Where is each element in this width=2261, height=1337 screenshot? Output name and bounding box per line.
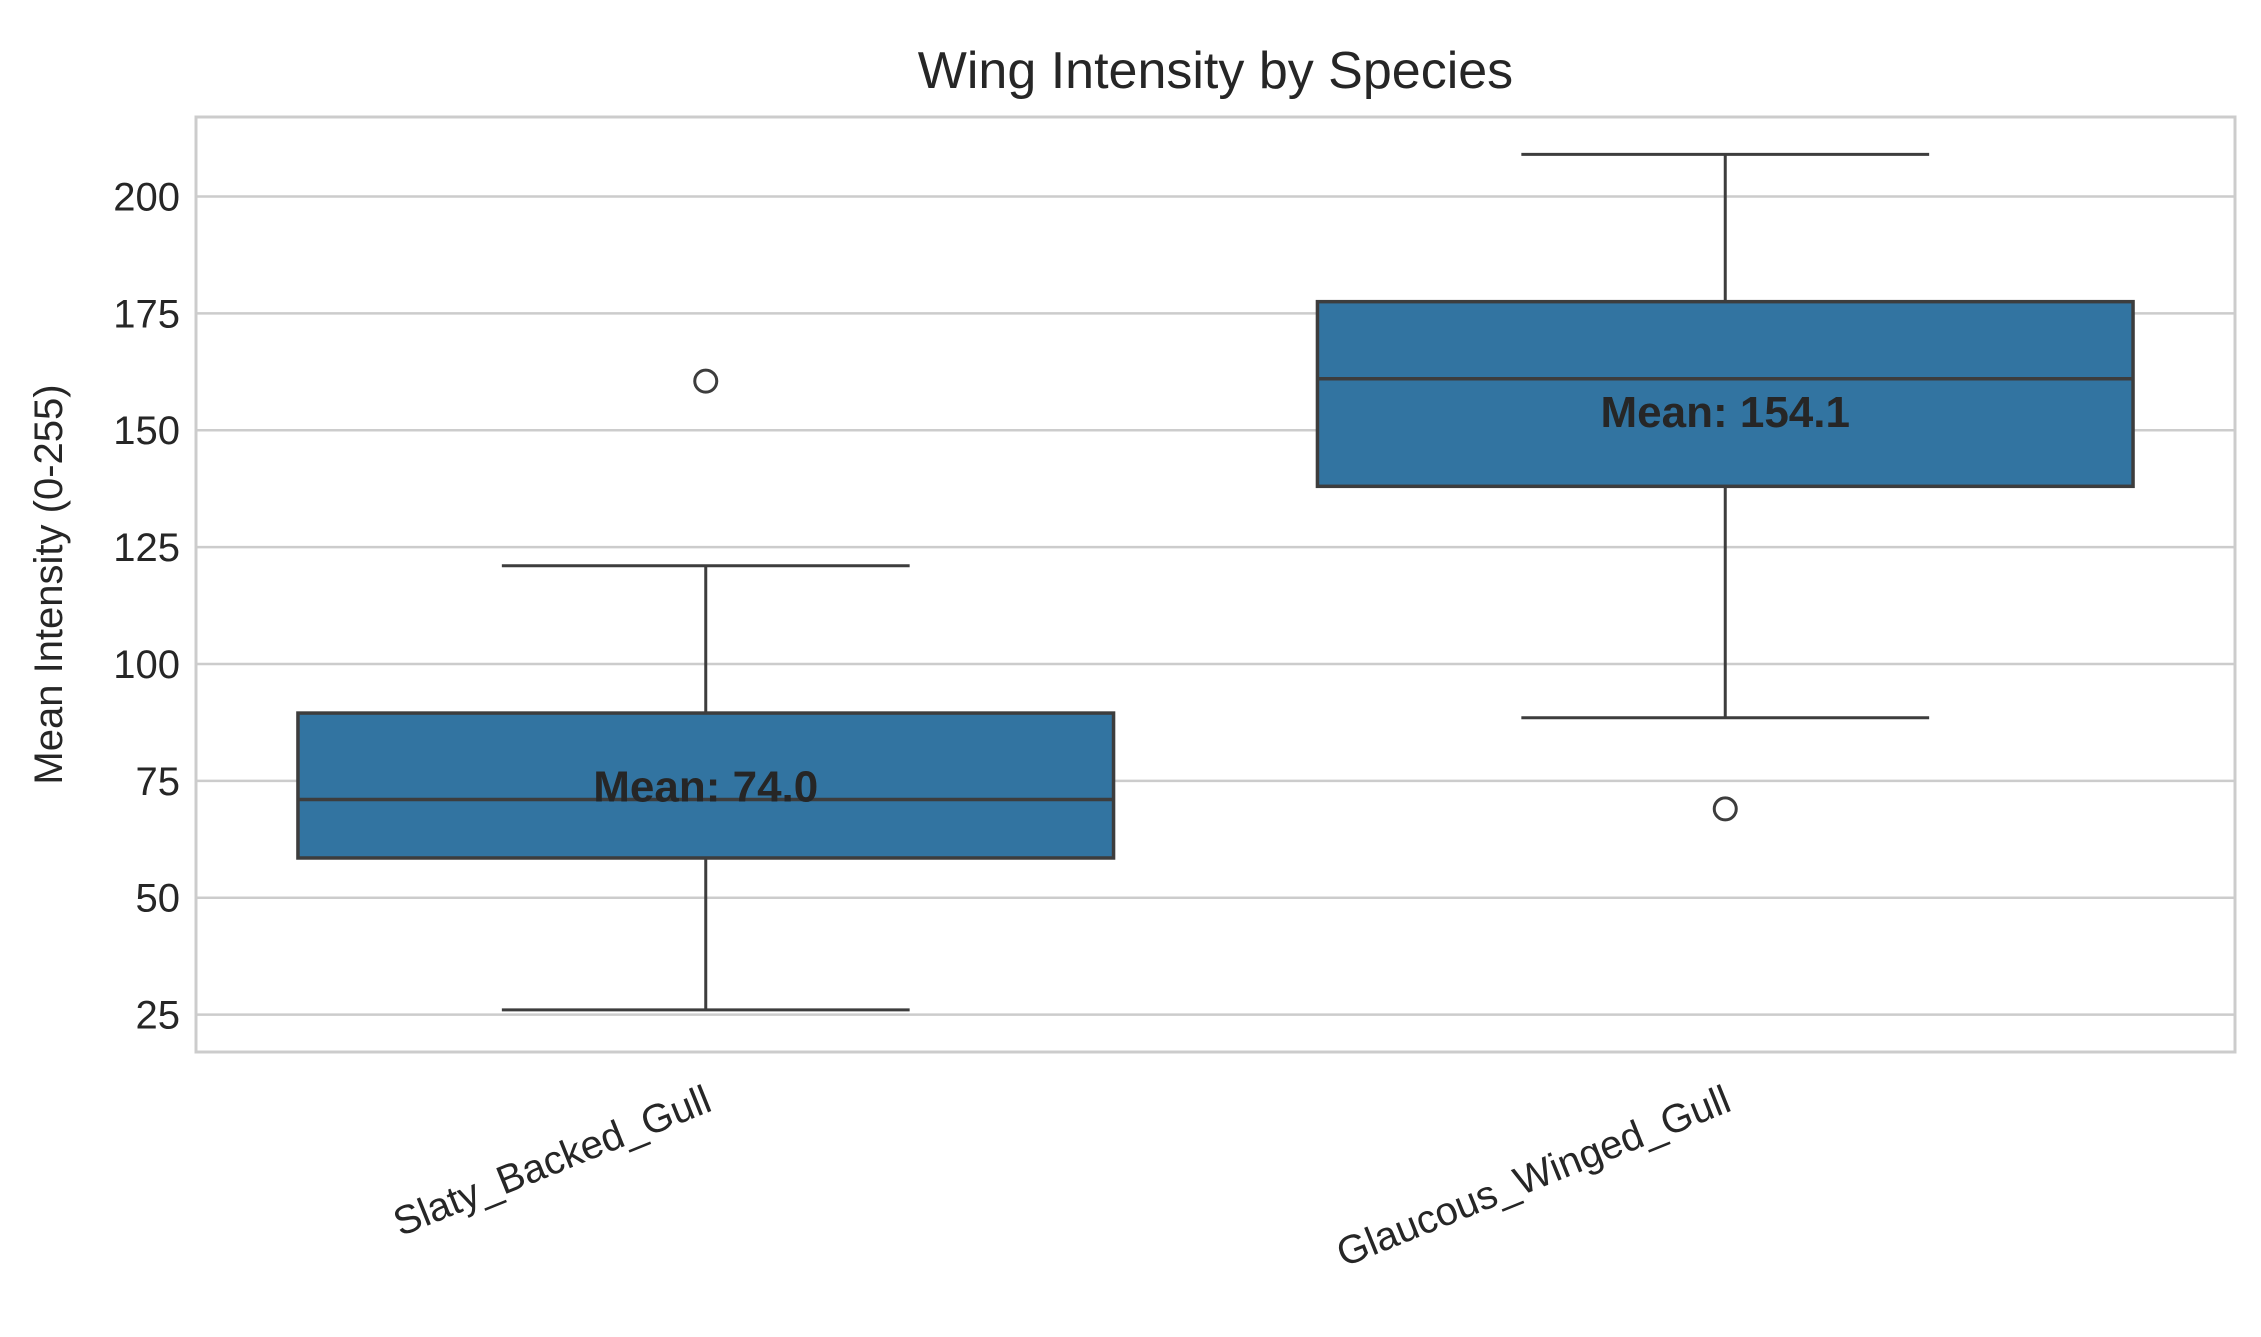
box-group-slaty-backed-gull: Mean: 74.0 [296,368,1116,1012]
y-tick-label-150: 150 [113,409,180,453]
outlier-point-glaucous-winged-gull-0 [1712,796,1738,822]
y-tick-label-125: 125 [113,526,180,570]
mean-label-glaucous-winged-gull: Mean: 154.1 [1601,388,1850,437]
iqr-box-glaucous-winged-gull [1315,299,2135,489]
iqr-box-slaty-backed-gull [296,711,1116,860]
y-tick-label-75: 75 [136,760,181,804]
chart-title: Wing Intensity by Species [918,42,1513,100]
mean-label-slaty-backed-gull: Mean: 74.0 [593,763,818,812]
y-tick-label-175: 175 [113,292,180,336]
y-tick-label-100: 100 [113,643,180,687]
box-layer: Mean: 74.0 Mean: 154.1 [296,152,2135,1012]
plot-area-frame [194,115,2237,1054]
box-group-glaucous-winged-gull: Mean: 154.1 [1315,152,2135,822]
outlier-point-slaty-backed-gull-0 [693,368,719,394]
y-tick-label-200: 200 [113,175,180,219]
y-axis-title: Mean Intensity (0-255) [27,384,71,784]
y-tick-label-25: 25 [136,994,181,1038]
y-tick-label-50: 50 [136,877,181,921]
